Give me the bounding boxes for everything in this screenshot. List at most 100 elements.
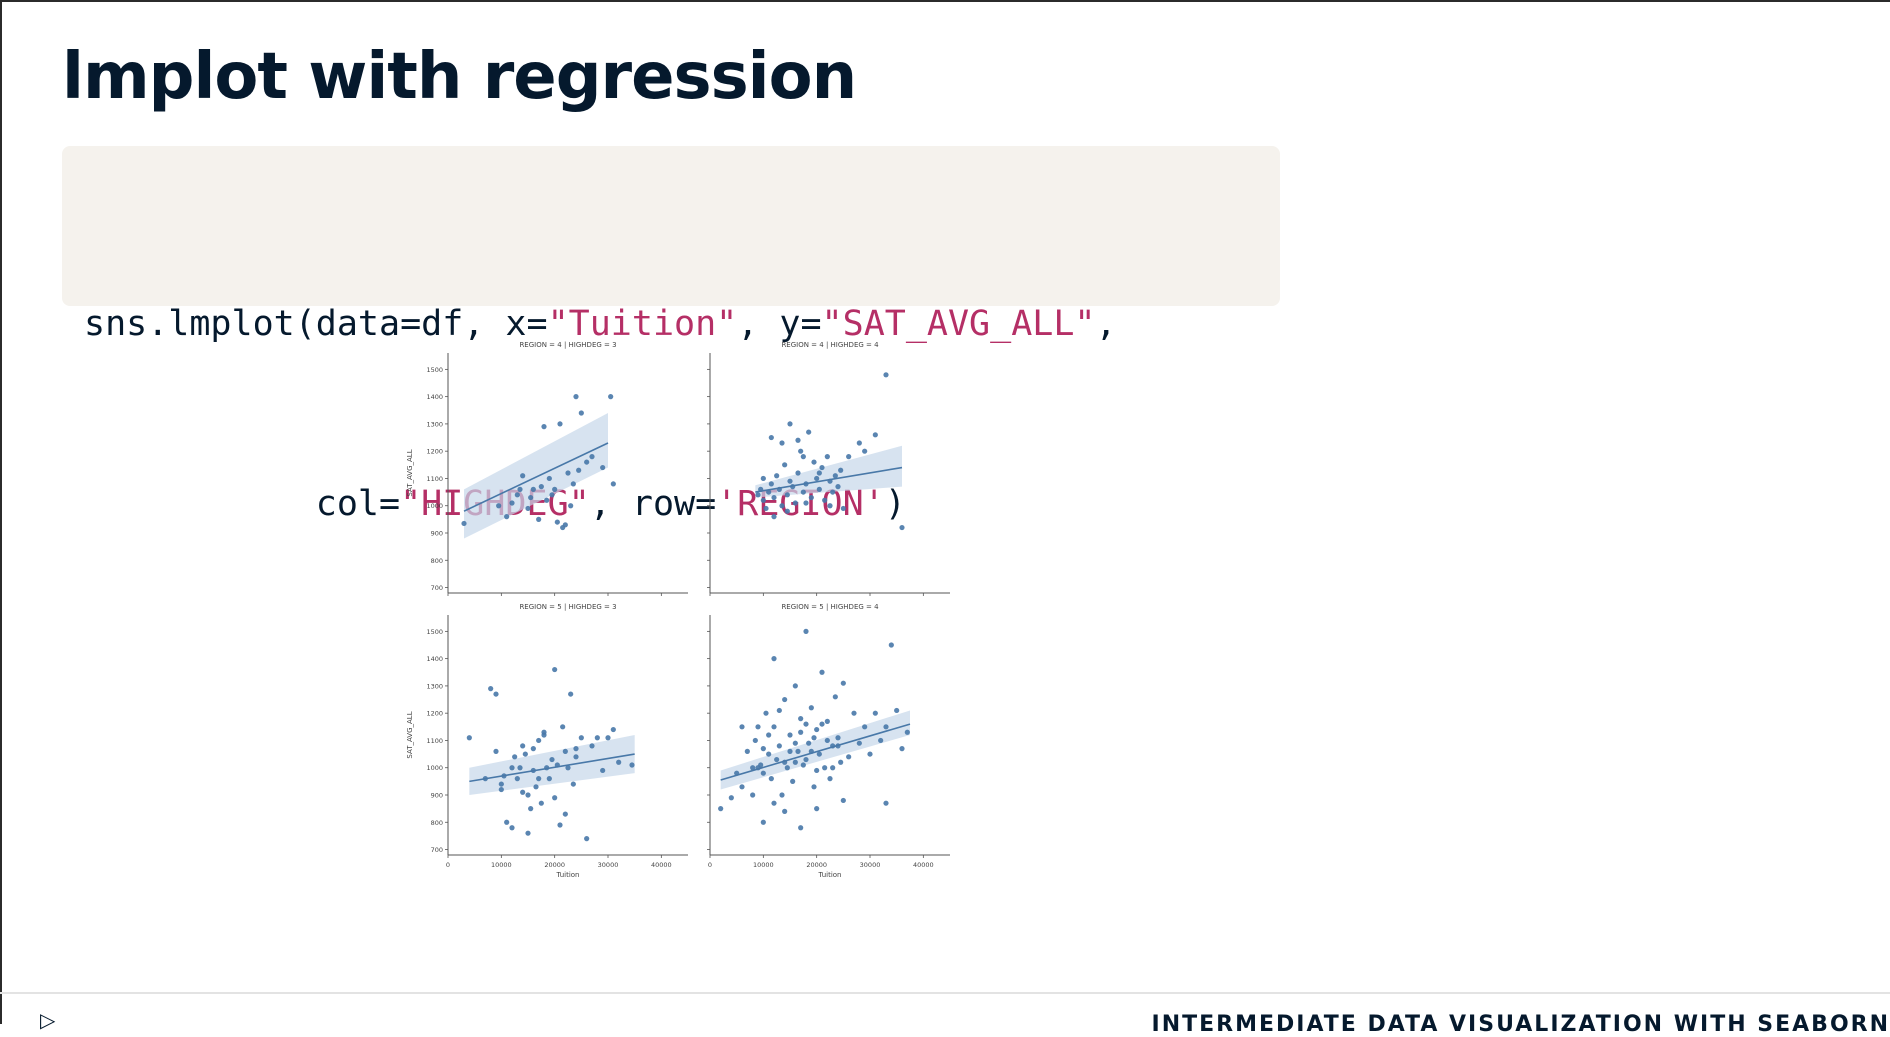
- scatter-point: [872, 432, 878, 438]
- scatter-point: [520, 789, 526, 795]
- code-token: , row=: [589, 484, 717, 524]
- scatter-point: [800, 454, 806, 460]
- scatter-point: [520, 473, 526, 479]
- scatter-point: [600, 767, 606, 774]
- scatter-point: [552, 666, 558, 673]
- scatter-point: [573, 746, 579, 752]
- scatter-point: [814, 767, 820, 774]
- x-tick-label: 40000: [913, 861, 934, 869]
- scatter-point: [806, 740, 812, 746]
- confidence-band: [720, 710, 910, 790]
- x-tick-label: 40000: [651, 861, 672, 869]
- scatter-point: [554, 519, 560, 525]
- facet-grid-chart: REGION = 4 | HIGHDEG = 3 700 800 900 1000 110…: [406, 341, 950, 879]
- scatter-point: [541, 732, 547, 738]
- panel-title: REGION = 5 | HIGHDEG = 4: [781, 603, 879, 611]
- scatter-point: [822, 497, 828, 503]
- y-tick-label: 1300: [426, 420, 443, 428]
- scatter-point: [750, 792, 756, 798]
- scatter-point: [771, 800, 777, 806]
- scatter-point: [573, 394, 579, 400]
- scatter-point: [888, 642, 894, 648]
- scatter-point: [565, 765, 571, 771]
- scatter-point: [528, 806, 534, 812]
- y-tick-label: 900: [431, 530, 443, 538]
- scatter-point: [760, 497, 766, 503]
- scatter-point: [776, 743, 782, 749]
- panel-title: REGION = 4 | HIGHDEG = 3: [519, 341, 616, 349]
- x-tick-label: 0: [708, 861, 712, 869]
- code-token: ): [884, 484, 906, 524]
- y-tick-label: 1300: [426, 682, 443, 690]
- scatter-point: [883, 800, 889, 806]
- regression-line: [463, 442, 609, 512]
- scatter-point: [862, 724, 868, 730]
- scatter-point: [760, 475, 766, 482]
- scatter-point: [840, 797, 846, 804]
- scatter-point: [846, 454, 852, 460]
- scatter-point: [760, 746, 766, 752]
- scatter-point: [557, 822, 563, 828]
- y-tick-label: 700: [431, 584, 443, 592]
- scatter-point: [824, 454, 830, 460]
- scatter-point: [798, 825, 804, 831]
- scatter-point: [840, 505, 846, 512]
- scatter-point: [544, 497, 550, 503]
- scatter-point: [768, 776, 774, 782]
- scatter-point: [814, 726, 820, 733]
- scatter-point: [811, 735, 817, 741]
- scatter-point: [856, 740, 862, 746]
- x-axis-label: Tuition: [817, 871, 841, 879]
- scatter-point: [493, 748, 499, 754]
- scatter-point: [856, 440, 862, 446]
- scatter-point: [771, 656, 777, 662]
- scatter-point: [774, 756, 780, 763]
- scatter-point: [568, 691, 574, 697]
- scatter-point: [509, 500, 515, 506]
- scatter-point: [560, 724, 566, 730]
- x-tick-label: 10000: [491, 861, 512, 869]
- scatter-point: [830, 765, 836, 771]
- code-token: col=: [84, 484, 401, 524]
- scatter-point: [784, 492, 790, 498]
- scatter-point: [589, 743, 595, 749]
- scatter-point: [838, 467, 844, 473]
- y-tick-label: 1500: [426, 366, 443, 374]
- regression-line: [720, 723, 911, 781]
- scatter-point: [814, 475, 820, 482]
- y-tick-label: 1400: [426, 655, 443, 663]
- scatter-point: [570, 481, 576, 487]
- scatter-point: [872, 710, 878, 716]
- course-footer: INTERMEDIATE DATA VISUALIZATION WITH SEA…: [1151, 1012, 1890, 1037]
- scatter-point: [792, 500, 798, 506]
- scatter-point: [573, 754, 579, 760]
- x-tick-label: 0: [446, 861, 450, 869]
- scatter-point: [728, 795, 734, 801]
- scatter-point: [795, 748, 801, 754]
- scatter-point: [822, 765, 828, 771]
- scatter-point: [629, 762, 635, 768]
- panel-title: REGION = 4 | HIGHDEG = 4: [781, 341, 879, 349]
- scatter-point: [808, 494, 814, 501]
- scatter-point: [718, 806, 724, 812]
- scatter-point: [816, 470, 822, 476]
- y-tick-label: 900: [431, 792, 443, 800]
- scatter-point: [838, 759, 844, 765]
- scatter-point: [570, 781, 576, 787]
- scatter-point: [899, 524, 905, 531]
- code-token: "Tuition": [547, 304, 738, 344]
- scatter-point: [827, 503, 833, 509]
- scatter-point: [787, 748, 793, 754]
- x-tick-label: 20000: [544, 861, 565, 869]
- scatter-point: [520, 743, 526, 749]
- scatter-point: [549, 756, 555, 763]
- y-tick-label: 1200: [426, 710, 443, 718]
- scatter-point: [739, 784, 745, 790]
- scatter-point: [498, 781, 504, 787]
- scatter-point: [760, 770, 766, 776]
- scatter-point: [541, 424, 547, 430]
- code-block: sns.lmplot(data=df, x="Tuition", y="SAT_…: [62, 146, 1280, 524]
- code-token: , y=: [737, 304, 822, 344]
- scatter-point: [784, 508, 790, 514]
- scatter-point: [589, 454, 595, 460]
